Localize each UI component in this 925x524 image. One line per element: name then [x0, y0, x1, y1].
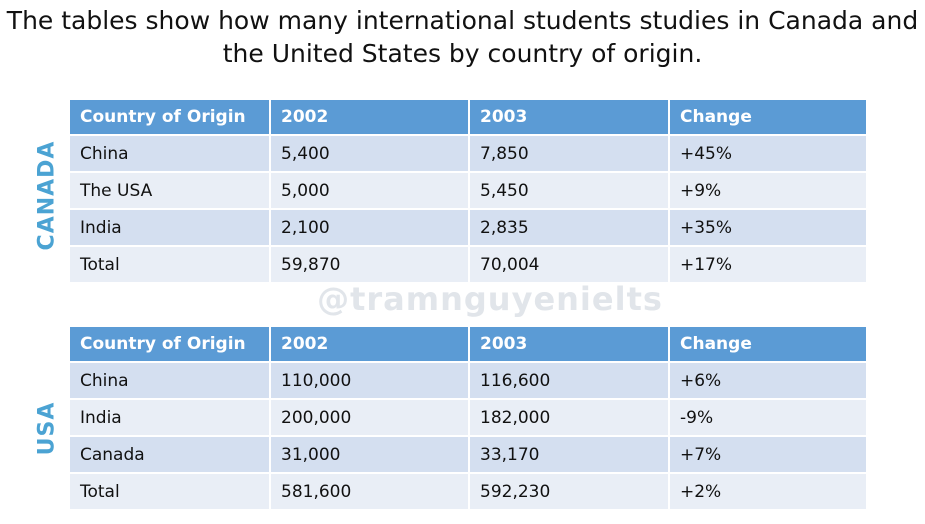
table-cell: 5,000 [270, 171, 470, 209]
title-line-2: the United States by country of origin. [222, 39, 703, 68]
table-cell: 592,230 [469, 472, 670, 509]
table-cell: 31,000 [270, 435, 470, 473]
table-row: Total 581,600 592,230 +2% [70, 472, 866, 509]
table-cell: 59,870 [270, 245, 470, 282]
table-cell: +2% [669, 472, 866, 509]
column-header: Country of Origin [70, 100, 271, 135]
table-row: Canada 31,000 33,170 +7% [70, 435, 866, 473]
table-cell: 5,450 [469, 171, 670, 209]
table-cell: India [70, 208, 271, 246]
table-header-row: Country of Origin 2002 2003 Change [70, 100, 866, 135]
table-cell: Total [70, 245, 271, 282]
table-cell: China [70, 361, 271, 399]
title-line-1: The tables show how many international s… [6, 6, 919, 35]
column-header: Change [669, 327, 866, 362]
table-cell: -9% [669, 398, 866, 436]
table-cell: 2,100 [270, 208, 470, 246]
table-cell: +7% [669, 435, 866, 473]
table-row: Total 59,870 70,004 +17% [70, 245, 866, 282]
table-cell: 2,835 [469, 208, 670, 246]
table-row: India 200,000 182,000 -9% [70, 398, 866, 436]
column-header: 2002 [270, 100, 470, 135]
table-row: China 5,400 7,850 +45% [70, 134, 866, 172]
column-header: 2002 [270, 327, 470, 362]
table-cell: 581,600 [270, 472, 470, 509]
table-row: India 2,100 2,835 +35% [70, 208, 866, 246]
table-cell: 33,170 [469, 435, 670, 473]
table-cell: 7,850 [469, 134, 670, 172]
table-cell: 70,004 [469, 245, 670, 282]
usa-side-label: USA [34, 401, 60, 456]
column-header: 2003 [469, 100, 670, 135]
table-cell: +35% [669, 208, 866, 246]
table-cell: The USA [70, 171, 271, 209]
table-cell: +9% [669, 171, 866, 209]
table-cell: 182,000 [469, 398, 670, 436]
table-cell: Total [70, 472, 271, 509]
column-header: Country of Origin [70, 327, 271, 362]
table-cell: 5,400 [270, 134, 470, 172]
table-cell: +6% [669, 361, 866, 399]
watermark: @tramnguyenielts [317, 280, 663, 318]
table-cell: +17% [669, 245, 866, 282]
table-cell: 200,000 [270, 398, 470, 436]
canada-side-label: CANADA [34, 140, 60, 251]
table-cell: +45% [669, 134, 866, 172]
table-cell: Canada [70, 435, 271, 473]
table-row: The USA 5,000 5,450 +9% [70, 171, 866, 209]
column-header: 2003 [469, 327, 670, 362]
table-cell: China [70, 134, 271, 172]
usa-table: Country of Origin 2002 2003 Change China… [70, 327, 866, 509]
chart-title: The tables show how many international s… [0, 4, 925, 70]
table-cell: 116,600 [469, 361, 670, 399]
table-cell: India [70, 398, 271, 436]
table-header-row: Country of Origin 2002 2003 Change [70, 327, 866, 362]
column-header: Change [669, 100, 866, 135]
canada-table: Country of Origin 2002 2003 Change China… [70, 100, 866, 282]
table-row: China 110,000 116,600 +6% [70, 361, 866, 399]
table-cell: 110,000 [270, 361, 470, 399]
